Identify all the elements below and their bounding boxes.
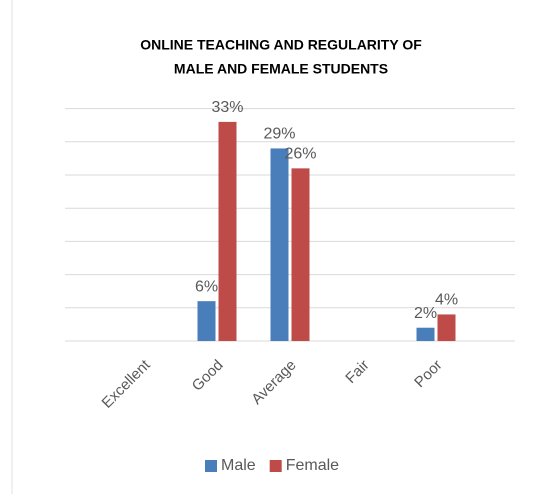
chart-title: MALE AND FEMALE STUDENTS <box>174 61 388 77</box>
legend-swatch <box>205 460 217 472</box>
data-label: 29% <box>263 126 295 143</box>
data-label: 26% <box>284 146 316 163</box>
bar <box>291 168 310 341</box>
bar <box>437 314 456 341</box>
data-label: 4% <box>435 292 458 309</box>
bar <box>197 301 216 341</box>
data-label: 2% <box>414 305 437 322</box>
data-label: 33% <box>211 99 243 116</box>
legend-label: Male <box>221 457 256 474</box>
bar <box>416 327 435 341</box>
bar <box>270 148 289 341</box>
chart-title: ONLINE TEACHING AND REGULARITY OF <box>140 37 422 53</box>
bar <box>218 121 237 341</box>
legend-label: Female <box>286 457 339 474</box>
legend-swatch <box>269 460 282 472</box>
data-label: 6% <box>195 278 218 295</box>
